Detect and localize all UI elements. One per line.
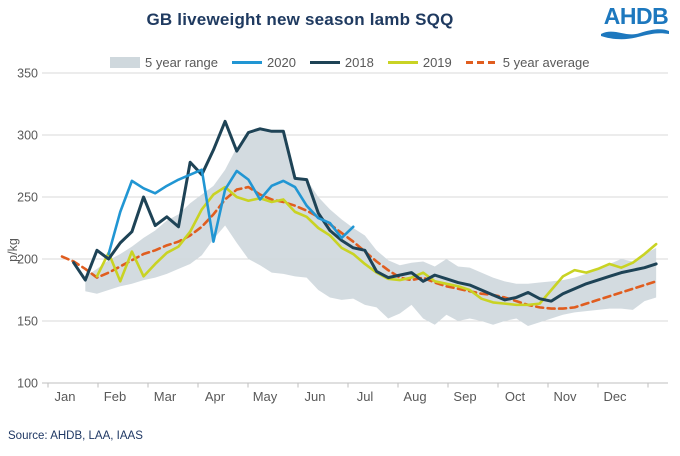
- ahdb-logo-text: AHDB: [603, 3, 669, 29]
- series-line-5-year-average: [60, 185, 658, 310]
- y-axis-label-100: 100: [17, 377, 38, 391]
- line-swatch-icon: [387, 61, 418, 64]
- legend-item-2018[interactable]: 2018: [309, 55, 374, 70]
- y-axis-label-350: 350: [17, 67, 38, 81]
- legend-item-2019[interactable]: 2019: [387, 55, 452, 70]
- legend-item-2020[interactable]: 2020: [232, 55, 296, 70]
- legend-label: 5 year range: [145, 55, 218, 70]
- ahdb-logo: AHDB: [600, 4, 672, 41]
- x-axis-label-aug: Aug: [403, 389, 426, 404]
- legend-item-5-year-average[interactable]: 5 year average: [465, 55, 590, 70]
- legend-label: 2018: [344, 55, 374, 70]
- range-swatch-icon: [110, 57, 140, 68]
- y-axis-title: p/kg: [6, 238, 20, 262]
- y-axis-label-300: 300: [17, 129, 38, 143]
- dashed-line-swatch-icon: [465, 61, 498, 64]
- chart-legend: 5 year range 2020 2018 2019 5 year average: [110, 55, 590, 70]
- y-axis-label-150: 150: [17, 315, 38, 329]
- source-note: Source: AHDB, LAA, IAAS: [8, 430, 143, 442]
- legend-label: 2019: [422, 55, 452, 70]
- x-axis-label-oct: Oct: [505, 389, 526, 404]
- y-axis-label-200: 200: [17, 253, 38, 267]
- legend-label: 5 year average: [502, 55, 590, 70]
- legend-label: 2020: [267, 55, 296, 70]
- line-swatch-icon: [309, 61, 340, 64]
- x-axis-label-nov: Nov: [553, 389, 577, 404]
- chart-title: GB liveweight new season lamb SQQ: [146, 10, 454, 29]
- legend-item-5-year-range[interactable]: 5 year range: [110, 55, 218, 70]
- series-line-2020: [107, 168, 355, 256]
- series-line-2018: [72, 119, 658, 303]
- x-axis-label-jan: Jan: [55, 389, 76, 404]
- y-axis-label-250: 250: [17, 191, 38, 205]
- line-swatch-icon: [232, 61, 262, 64]
- x-axis-label-feb: Feb: [104, 389, 126, 404]
- x-axis-label-jun: Jun: [305, 389, 326, 404]
- x-axis-label-may: May: [253, 389, 278, 404]
- x-axis-label-jul: Jul: [357, 389, 374, 404]
- x-axis-label-sep: Sep: [453, 389, 476, 404]
- five-year-range-band: [85, 130, 657, 326]
- x-axis-label-apr: Apr: [205, 389, 226, 404]
- x-axis-label-mar: Mar: [154, 389, 177, 404]
- x-axis-label-dec: Dec: [603, 389, 627, 404]
- ahdb-wave-icon: [601, 29, 669, 40]
